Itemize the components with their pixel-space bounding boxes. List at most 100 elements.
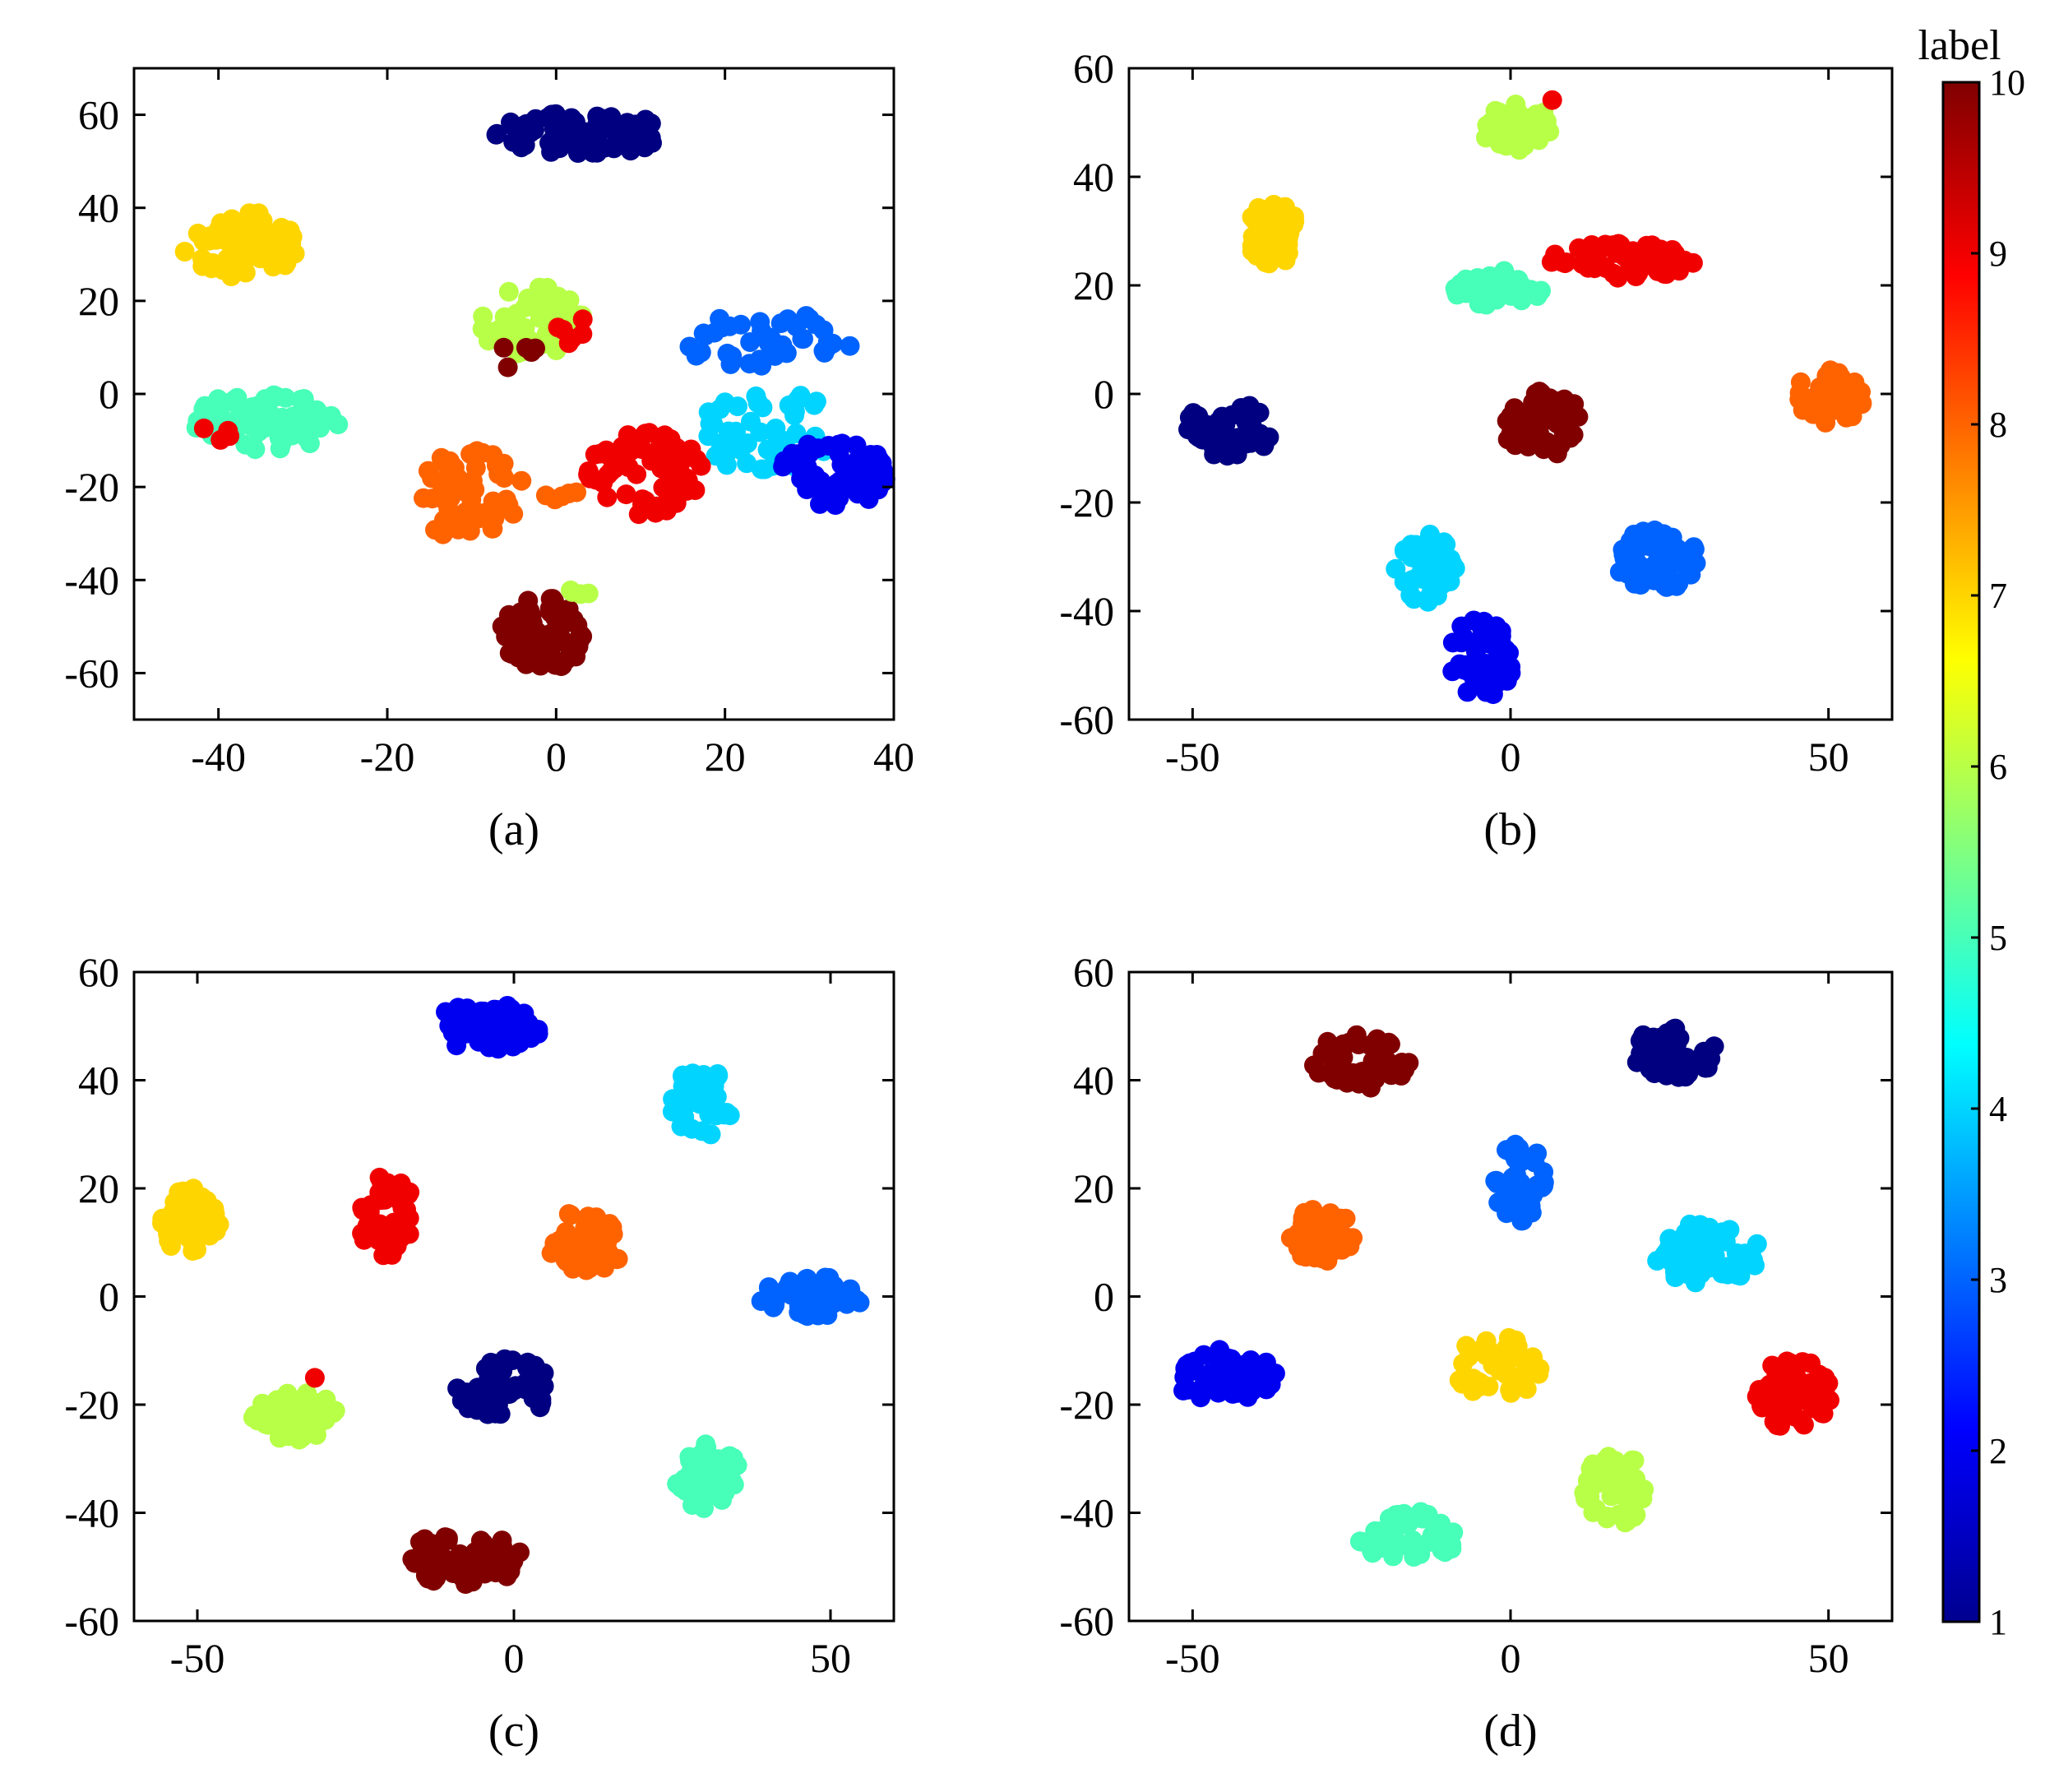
scatter-point [1583, 1502, 1603, 1522]
scatter-point [787, 314, 807, 335]
scatter-point [1671, 1238, 1691, 1258]
scatter-point [790, 459, 811, 479]
axis-ticks: -40 -20 0 20 40 -60 -40 -20 0 20 40 60 [64, 68, 914, 780]
scatter-point [731, 314, 751, 335]
scatter-points [1173, 1018, 1839, 1567]
colorbar: label 1 2 3 4 5 6 7 8 9 10 [1918, 22, 2025, 1642]
scatter-point [507, 303, 527, 324]
scatter-point [1590, 239, 1611, 260]
scatter-point [555, 111, 576, 132]
scatter-point [1712, 1263, 1733, 1284]
scatter-point [502, 1350, 523, 1371]
scatter-point [493, 337, 514, 358]
scatter-point [447, 1378, 468, 1399]
y-tick-label: 40 [78, 185, 119, 231]
scatter-point [469, 1031, 489, 1052]
scatter-point [1583, 1454, 1603, 1475]
scatter-point [1427, 586, 1447, 606]
scatter-point [1468, 1372, 1488, 1391]
scatter-point [1585, 258, 1605, 279]
scatter-point [1317, 1251, 1338, 1271]
y-tick-label: -40 [64, 1490, 119, 1536]
scatter-point [494, 1563, 515, 1583]
scatter-point [279, 419, 299, 440]
scatter-point [773, 456, 794, 477]
axis-ticks: -50 0 50 -60 -40 -20 0 20 40 60 [64, 949, 894, 1681]
scatter-point [840, 336, 860, 356]
scatter-point [1483, 669, 1504, 690]
scatter-point [1249, 402, 1270, 423]
scatter-point [784, 405, 804, 425]
scatter-point [396, 1199, 416, 1220]
scatter-point [228, 241, 248, 262]
scatter-point [231, 218, 252, 238]
scatter-point [770, 313, 791, 334]
scatter-point [1340, 1236, 1360, 1257]
scatter-point [359, 1202, 380, 1222]
scatter-point [1182, 1361, 1202, 1382]
scatter-point [1767, 1415, 1788, 1436]
scatter-point [1527, 1143, 1548, 1164]
scatter-point [868, 449, 889, 470]
x-tick-label: 50 [1808, 734, 1849, 780]
colorbar-tick-label: 6 [1989, 747, 2007, 787]
scatter-point [710, 442, 730, 463]
scatter-point [1367, 1035, 1388, 1056]
scatter-point [498, 281, 519, 302]
x-tick-label: -50 [1165, 734, 1220, 780]
scatter-point [826, 473, 847, 493]
scatter-point [1304, 1235, 1324, 1256]
scatter-point [1626, 1481, 1647, 1502]
scatter-point [1259, 253, 1279, 274]
scatter-point [438, 498, 459, 519]
panel-caption: (d) [1483, 1706, 1537, 1757]
scatter-point [264, 253, 285, 274]
scatter-point [493, 453, 514, 474]
y-tick-label: 60 [78, 92, 119, 138]
scatter-point [1802, 1398, 1823, 1419]
scatter-point [188, 1215, 209, 1235]
scatter-point [832, 433, 853, 454]
scatter-point [1442, 632, 1463, 653]
y-tick-label: 60 [78, 949, 119, 995]
scatter-point [1493, 283, 1514, 303]
x-tick-label: -20 [360, 734, 415, 780]
scatter-point [586, 470, 607, 490]
scatter-point [1210, 1340, 1230, 1360]
panel-caption: (a) [488, 804, 539, 855]
y-tick-label: -40 [64, 557, 119, 603]
scatter-point [503, 503, 524, 524]
scatter-point [703, 414, 724, 434]
scatter-point [488, 1039, 508, 1059]
scatter-point [478, 331, 498, 351]
scatter-point [1405, 568, 1425, 589]
scatter-point [1326, 1041, 1347, 1062]
y-tick-label: -40 [1059, 588, 1114, 634]
scatter-point [240, 415, 261, 436]
scatter-point [855, 465, 876, 486]
scatter-point [521, 342, 542, 362]
scatter-point [543, 589, 562, 609]
scatter-point [209, 406, 229, 427]
scatter-point [1684, 1050, 1705, 1071]
scatter-point [1210, 1359, 1231, 1380]
scatter-point [1816, 365, 1837, 386]
scatter-point [1715, 1231, 1736, 1252]
y-tick-label: 40 [1073, 154, 1114, 200]
scatter-point [660, 428, 681, 449]
y-tick-label: -60 [64, 650, 119, 696]
y-tick-label: 20 [1073, 1165, 1114, 1211]
scatter-point [224, 390, 245, 410]
scatter-point [487, 123, 507, 144]
scatter-point [558, 1204, 579, 1225]
scatter-point [460, 444, 481, 465]
y-tick-label: -60 [1059, 697, 1114, 743]
scatter-point [502, 644, 522, 664]
scatter-point [422, 468, 442, 489]
y-tick-label: 20 [78, 1165, 119, 1211]
scatter-point [766, 419, 786, 438]
scatter-point [1674, 250, 1695, 271]
scatter-point [840, 1279, 861, 1299]
scatter-point [1178, 1379, 1199, 1400]
scatter-point [1327, 1069, 1348, 1090]
